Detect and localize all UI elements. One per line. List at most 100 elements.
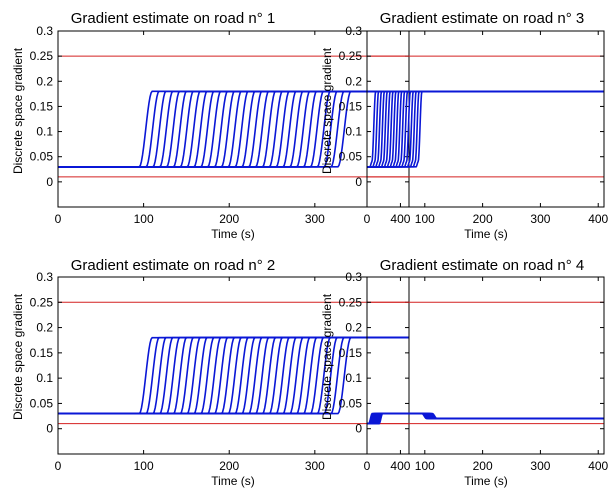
trajectory-line	[367, 90, 604, 168]
trajectory-line	[58, 336, 409, 415]
y-tick-label: 0.3	[345, 270, 362, 284]
trajectory-line	[58, 336, 409, 415]
trajectory-line	[58, 90, 409, 168]
trajectory-line	[58, 90, 409, 168]
y-axis-label: Discrete space gradient	[11, 293, 25, 420]
trajectory-line	[58, 336, 409, 415]
x-tick-label: 300	[305, 212, 325, 226]
trajectory-line	[58, 90, 409, 168]
trajectory-line	[58, 336, 409, 415]
x-tick-label: 100	[134, 459, 154, 473]
y-tick-label: 0	[355, 422, 362, 436]
trajectory-line	[58, 90, 409, 168]
y-tick-label: 0.05	[30, 396, 54, 410]
trajectory-line	[58, 336, 409, 415]
trajectory-line	[367, 90, 604, 168]
trajectory-line	[58, 336, 409, 415]
trajectory-line	[367, 90, 604, 168]
trajectory-line	[58, 90, 409, 168]
reference-lines	[58, 55, 409, 178]
y-tick-label: 0.2	[36, 321, 53, 335]
trajectory-line	[58, 336, 409, 415]
y-tick-label: 0.05	[339, 150, 363, 164]
trajectory-line	[58, 90, 409, 168]
trajectory-line	[58, 336, 409, 415]
trajectory-line	[58, 336, 409, 415]
chart-title: Gradient estimate on road n° 2	[71, 257, 275, 274]
subplot-road-3: Gradient estimate on road n° 3 00.050.10…	[320, 10, 608, 241]
trajectory-line	[58, 90, 409, 168]
axes-frame	[366, 276, 605, 455]
trajectory-line	[58, 336, 409, 415]
x-axis: 0 100 200 300 400	[55, 31, 411, 226]
y-tick-label: 0.3	[345, 24, 362, 38]
trajectory-line	[367, 90, 604, 168]
x-tick-label: 200	[473, 212, 493, 226]
y-axis-label: Discrete space gradient	[11, 47, 25, 174]
trajectory-line	[58, 336, 409, 415]
trajectory-line	[58, 336, 409, 415]
trajectory-line	[58, 336, 409, 415]
trajectory-line	[367, 412, 604, 425]
trajectory-line	[58, 336, 409, 415]
x-axis: 0 100 200 300 400	[55, 277, 411, 473]
reference-lines	[367, 55, 604, 178]
chart-title: Gradient estimate on road n° 1	[71, 10, 275, 27]
trajectory-line	[58, 90, 409, 168]
trajectory-line	[367, 90, 604, 168]
x-tick-label: 200	[219, 212, 239, 226]
trajectory-line	[58, 336, 409, 415]
gradient-trajectories	[367, 90, 604, 168]
y-tick-label: 0.15	[30, 99, 54, 113]
y-axis: 0 0.05 0.1 0.15 0.2 0.25 0.3	[339, 24, 604, 189]
trajectory-line	[58, 336, 409, 415]
trajectory-line	[58, 336, 409, 415]
x-axis-label: Time (s)	[211, 474, 255, 488]
x-tick-label: 0	[364, 212, 371, 226]
trajectory-line	[367, 90, 604, 168]
subplot-road-4: Gradient estimate on road n° 4 00.050.10…	[320, 257, 608, 488]
chart-title: Gradient estimate on road n° 4	[380, 257, 584, 274]
x-tick-label: 0	[55, 459, 62, 473]
trajectory-line	[367, 90, 604, 168]
trajectory-line	[58, 90, 409, 168]
trajectory-line	[367, 90, 604, 168]
trajectory-line	[58, 90, 409, 168]
trajectory-line	[58, 336, 409, 415]
x-tick-label: 100	[134, 212, 154, 226]
x-axis-label: Time (s)	[464, 227, 508, 241]
trajectory-line	[58, 90, 409, 168]
y-tick-label: 0	[46, 422, 53, 436]
x-axis: 0 100 200 300 400	[364, 277, 608, 473]
trajectory-line	[58, 336, 409, 415]
y-tick-label: 0.1	[36, 371, 53, 385]
trajectory-line	[58, 90, 409, 168]
reference-lines	[58, 301, 409, 425]
reference-lines	[367, 301, 604, 425]
x-tick-label: 200	[473, 459, 493, 473]
trajectory-line	[58, 90, 409, 168]
y-axis: 0 0.05 0.1 0.15 0.2 0.25 0.3	[339, 270, 604, 436]
trajectory-line	[58, 336, 409, 415]
y-tick-label: 0.25	[30, 295, 54, 309]
x-tick-label: 100	[415, 459, 435, 473]
y-tick-label: 0.1	[36, 125, 53, 139]
y-tick-label: 0.1	[345, 371, 362, 385]
x-tick-label: 400	[390, 212, 410, 226]
trajectory-line	[58, 336, 409, 415]
y-tick-label: 0.15	[339, 346, 363, 360]
subplot-road-2: Gradient estimate on road n° 2 00.050.10…	[11, 257, 411, 488]
y-axis: 0 0.05 0.1 0.15 0.2 0.25 0.3	[30, 270, 409, 436]
trajectory-line	[58, 336, 409, 415]
trajectory-line	[58, 336, 409, 415]
y-tick-label: 0.25	[30, 49, 54, 63]
y-tick-label: 0.2	[345, 321, 362, 335]
y-axis-label: Discrete space gradient	[320, 293, 334, 420]
trajectory-line	[58, 336, 409, 415]
trajectory-line	[58, 90, 409, 168]
trajectory-line	[58, 90, 409, 168]
x-tick-label: 400	[588, 459, 608, 473]
y-tick-label: 0.2	[36, 74, 53, 88]
y-axis-label: Discrete space gradient	[320, 47, 334, 174]
